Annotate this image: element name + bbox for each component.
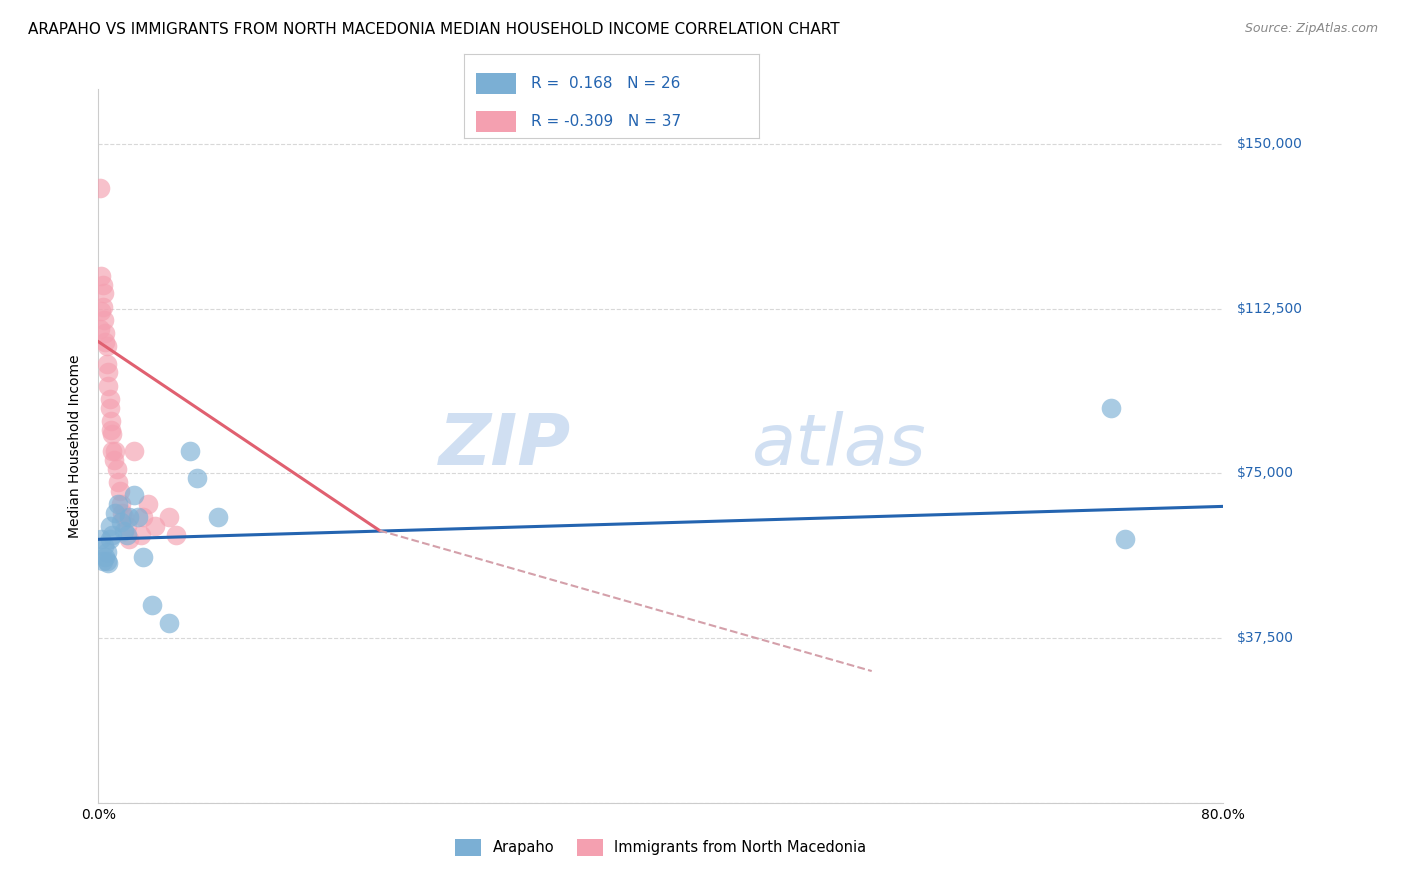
Point [104, 444, 127, 458]
Point [97, 378, 120, 392]
Text: ARAPAHO VS IMMIGRANTS FROM NORTH MACEDONIA MEDIAN HOUSEHOLD INCOME CORRELATION C: ARAPAHO VS IMMIGRANTS FROM NORTH MACEDON… [28, 22, 839, 37]
Point [115, 528, 138, 542]
Legend: Arapaho, Immigrants from North Macedonia: Arapaho, Immigrants from North Macedonia [447, 832, 875, 863]
Text: R = -0.309   N = 37: R = -0.309 N = 37 [531, 114, 682, 128]
Point [122, 444, 145, 458]
Point [1099, 401, 1122, 415]
Point [101, 444, 124, 458]
Point [110, 497, 132, 511]
Text: Source: ZipAtlas.com: Source: ZipAtlas.com [1244, 22, 1378, 36]
Point [165, 528, 187, 542]
Point [129, 528, 152, 542]
Point [1114, 533, 1136, 547]
Point [91, 554, 114, 568]
Point [90, 268, 112, 283]
Point [207, 510, 229, 524]
Point [100, 414, 122, 428]
Point [91, 300, 114, 314]
Point [157, 615, 180, 630]
Point [136, 497, 159, 511]
Text: atlas: atlas [751, 411, 925, 481]
Point [96, 554, 118, 568]
Point [94, 549, 117, 564]
Text: R =  0.168   N = 26: R = 0.168 N = 26 [531, 76, 681, 91]
Point [127, 510, 149, 524]
Y-axis label: Median Household Income: Median Household Income [69, 354, 83, 538]
Point [94, 334, 117, 349]
FancyBboxPatch shape [475, 111, 516, 132]
Point [94, 326, 117, 340]
Point [141, 598, 163, 612]
Point [97, 557, 120, 571]
Point [90, 533, 112, 547]
Point [112, 510, 135, 524]
Point [112, 524, 135, 538]
Point [157, 510, 180, 524]
Point [98, 401, 121, 415]
Text: $75,000: $75,000 [1237, 467, 1294, 481]
Point [96, 357, 118, 371]
Text: ZIP: ZIP [439, 411, 571, 481]
Point [179, 444, 201, 458]
Point [93, 286, 115, 301]
Point [93, 312, 115, 326]
Point [100, 423, 122, 437]
Text: $112,500: $112,500 [1237, 301, 1303, 316]
Point [107, 497, 129, 511]
Point [89, 181, 111, 195]
Point [104, 506, 127, 520]
Point [132, 510, 155, 524]
Point [132, 549, 155, 564]
Point [118, 510, 141, 524]
Point [118, 533, 141, 547]
Point [110, 515, 132, 529]
Point [93, 539, 115, 553]
Point [98, 533, 121, 547]
Point [108, 483, 131, 498]
Point [96, 339, 118, 353]
Point [186, 471, 208, 485]
FancyBboxPatch shape [475, 72, 516, 94]
Point [107, 475, 129, 490]
Point [91, 277, 114, 292]
Point [89, 321, 111, 335]
Text: $150,000: $150,000 [1237, 137, 1303, 151]
Point [96, 545, 118, 559]
Point [98, 392, 121, 406]
Text: $37,500: $37,500 [1237, 632, 1294, 645]
Point [103, 453, 125, 467]
Point [105, 462, 128, 476]
Point [98, 519, 121, 533]
Point [122, 488, 145, 502]
Point [143, 519, 166, 533]
Point [111, 506, 134, 520]
Point [101, 528, 124, 542]
Point [115, 519, 138, 533]
Point [97, 366, 120, 380]
Point [101, 426, 124, 441]
Point [90, 304, 112, 318]
